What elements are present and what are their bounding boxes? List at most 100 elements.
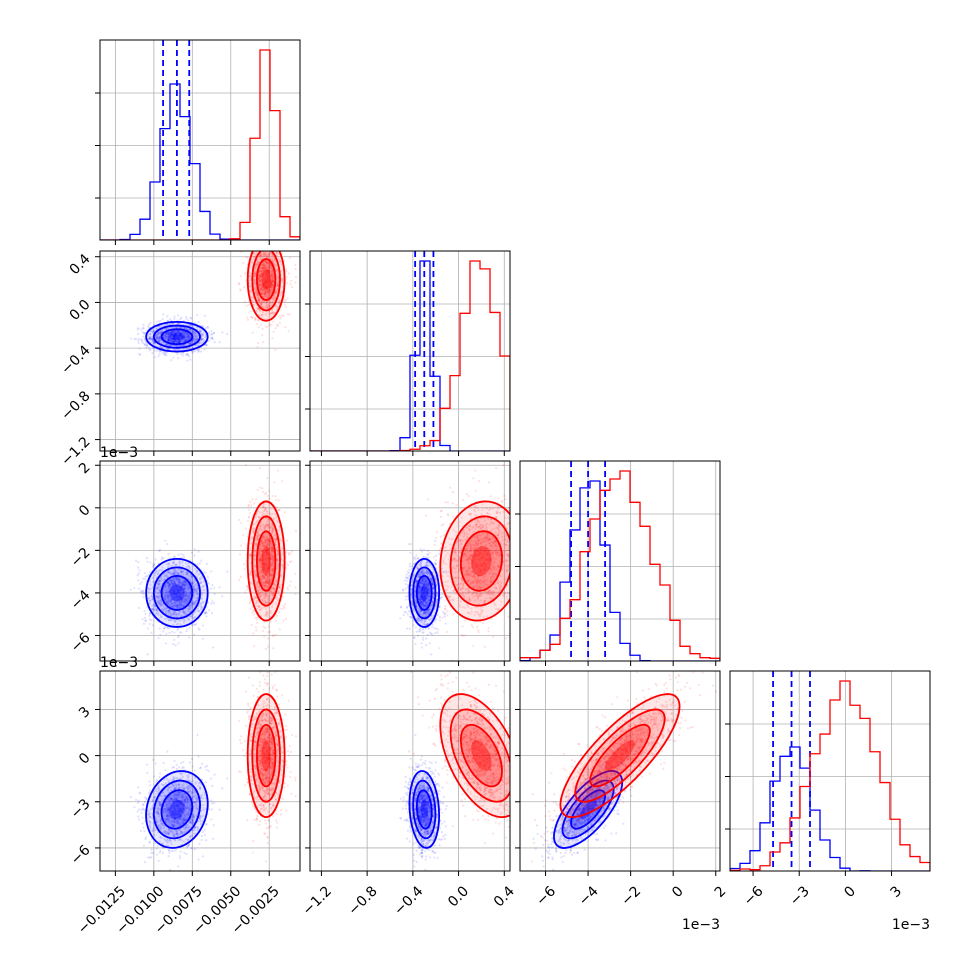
point: [263, 252, 266, 255]
point: [183, 600, 186, 603]
point: [168, 347, 171, 351]
point: [262, 254, 265, 257]
point: [270, 282, 273, 286]
point: [168, 344, 171, 347]
point: [182, 619, 185, 622]
point: [245, 463, 248, 467]
point: [266, 262, 269, 265]
point: [153, 608, 156, 612]
point: [193, 554, 196, 557]
point: [158, 602, 161, 605]
point: [173, 563, 177, 567]
point: [159, 603, 162, 606]
point: [438, 619, 442, 622]
point: [264, 291, 268, 295]
point: [195, 338, 199, 342]
point: [182, 621, 186, 624]
point: [261, 292, 264, 295]
point: [195, 587, 199, 590]
point: [263, 277, 266, 280]
point: [167, 334, 170, 337]
point: [265, 279, 269, 282]
point: [167, 339, 170, 342]
point: [175, 339, 178, 342]
point: [165, 609, 168, 613]
point: [157, 570, 160, 573]
point: [188, 566, 191, 569]
point: [165, 632, 168, 635]
point: [167, 331, 170, 334]
point: [179, 568, 183, 572]
point: [160, 578, 163, 581]
point: [156, 334, 159, 338]
point: [178, 578, 181, 581]
point: [266, 477, 269, 480]
point: [178, 331, 181, 334]
point: [166, 581, 169, 585]
point: [254, 317, 257, 320]
point: [175, 600, 178, 603]
point: [169, 332, 172, 336]
point: [182, 573, 185, 576]
point: [260, 304, 263, 307]
point: [249, 511, 252, 515]
point: [264, 261, 267, 264]
point: [189, 607, 192, 610]
point: [151, 328, 155, 331]
point: [255, 252, 258, 256]
point: [279, 290, 283, 293]
point: [178, 578, 181, 581]
point: [175, 338, 178, 341]
point: [262, 253, 265, 256]
point: [283, 300, 287, 303]
point: [270, 281, 273, 284]
point: [254, 319, 257, 322]
point: [260, 323, 263, 326]
point: [276, 270, 279, 273]
point: [190, 603, 193, 607]
point: [195, 590, 198, 593]
point: [159, 576, 162, 579]
point: [267, 280, 270, 283]
point: [264, 267, 267, 270]
point: [175, 598, 178, 602]
point: [294, 281, 297, 284]
point: [264, 292, 267, 295]
point: [404, 598, 408, 601]
point: [264, 260, 267, 263]
point: [167, 570, 170, 574]
point: [263, 263, 266, 266]
point: [136, 328, 139, 331]
point: [276, 324, 279, 327]
point: [267, 290, 270, 293]
point: [262, 292, 265, 296]
point: [167, 595, 170, 598]
point: [159, 330, 162, 333]
point: [172, 356, 175, 359]
point: [264, 278, 267, 282]
point: [175, 344, 178, 348]
point: [243, 272, 247, 275]
point: [165, 332, 169, 335]
point: [286, 313, 290, 316]
point: [205, 615, 208, 618]
point: [155, 336, 158, 340]
point: [195, 335, 198, 339]
point: [266, 286, 269, 289]
point: [250, 623, 253, 627]
point: [180, 332, 183, 335]
point: [182, 582, 185, 585]
point: [196, 348, 199, 351]
point: [157, 336, 160, 340]
point: [148, 580, 151, 583]
point: [185, 571, 188, 574]
point: [154, 356, 157, 359]
point: [286, 586, 289, 589]
point: [173, 340, 176, 343]
point: [441, 595, 444, 599]
point: [152, 563, 155, 566]
point: [267, 293, 271, 296]
point: [269, 285, 272, 289]
point: [267, 304, 270, 307]
point: [265, 226, 267, 228]
